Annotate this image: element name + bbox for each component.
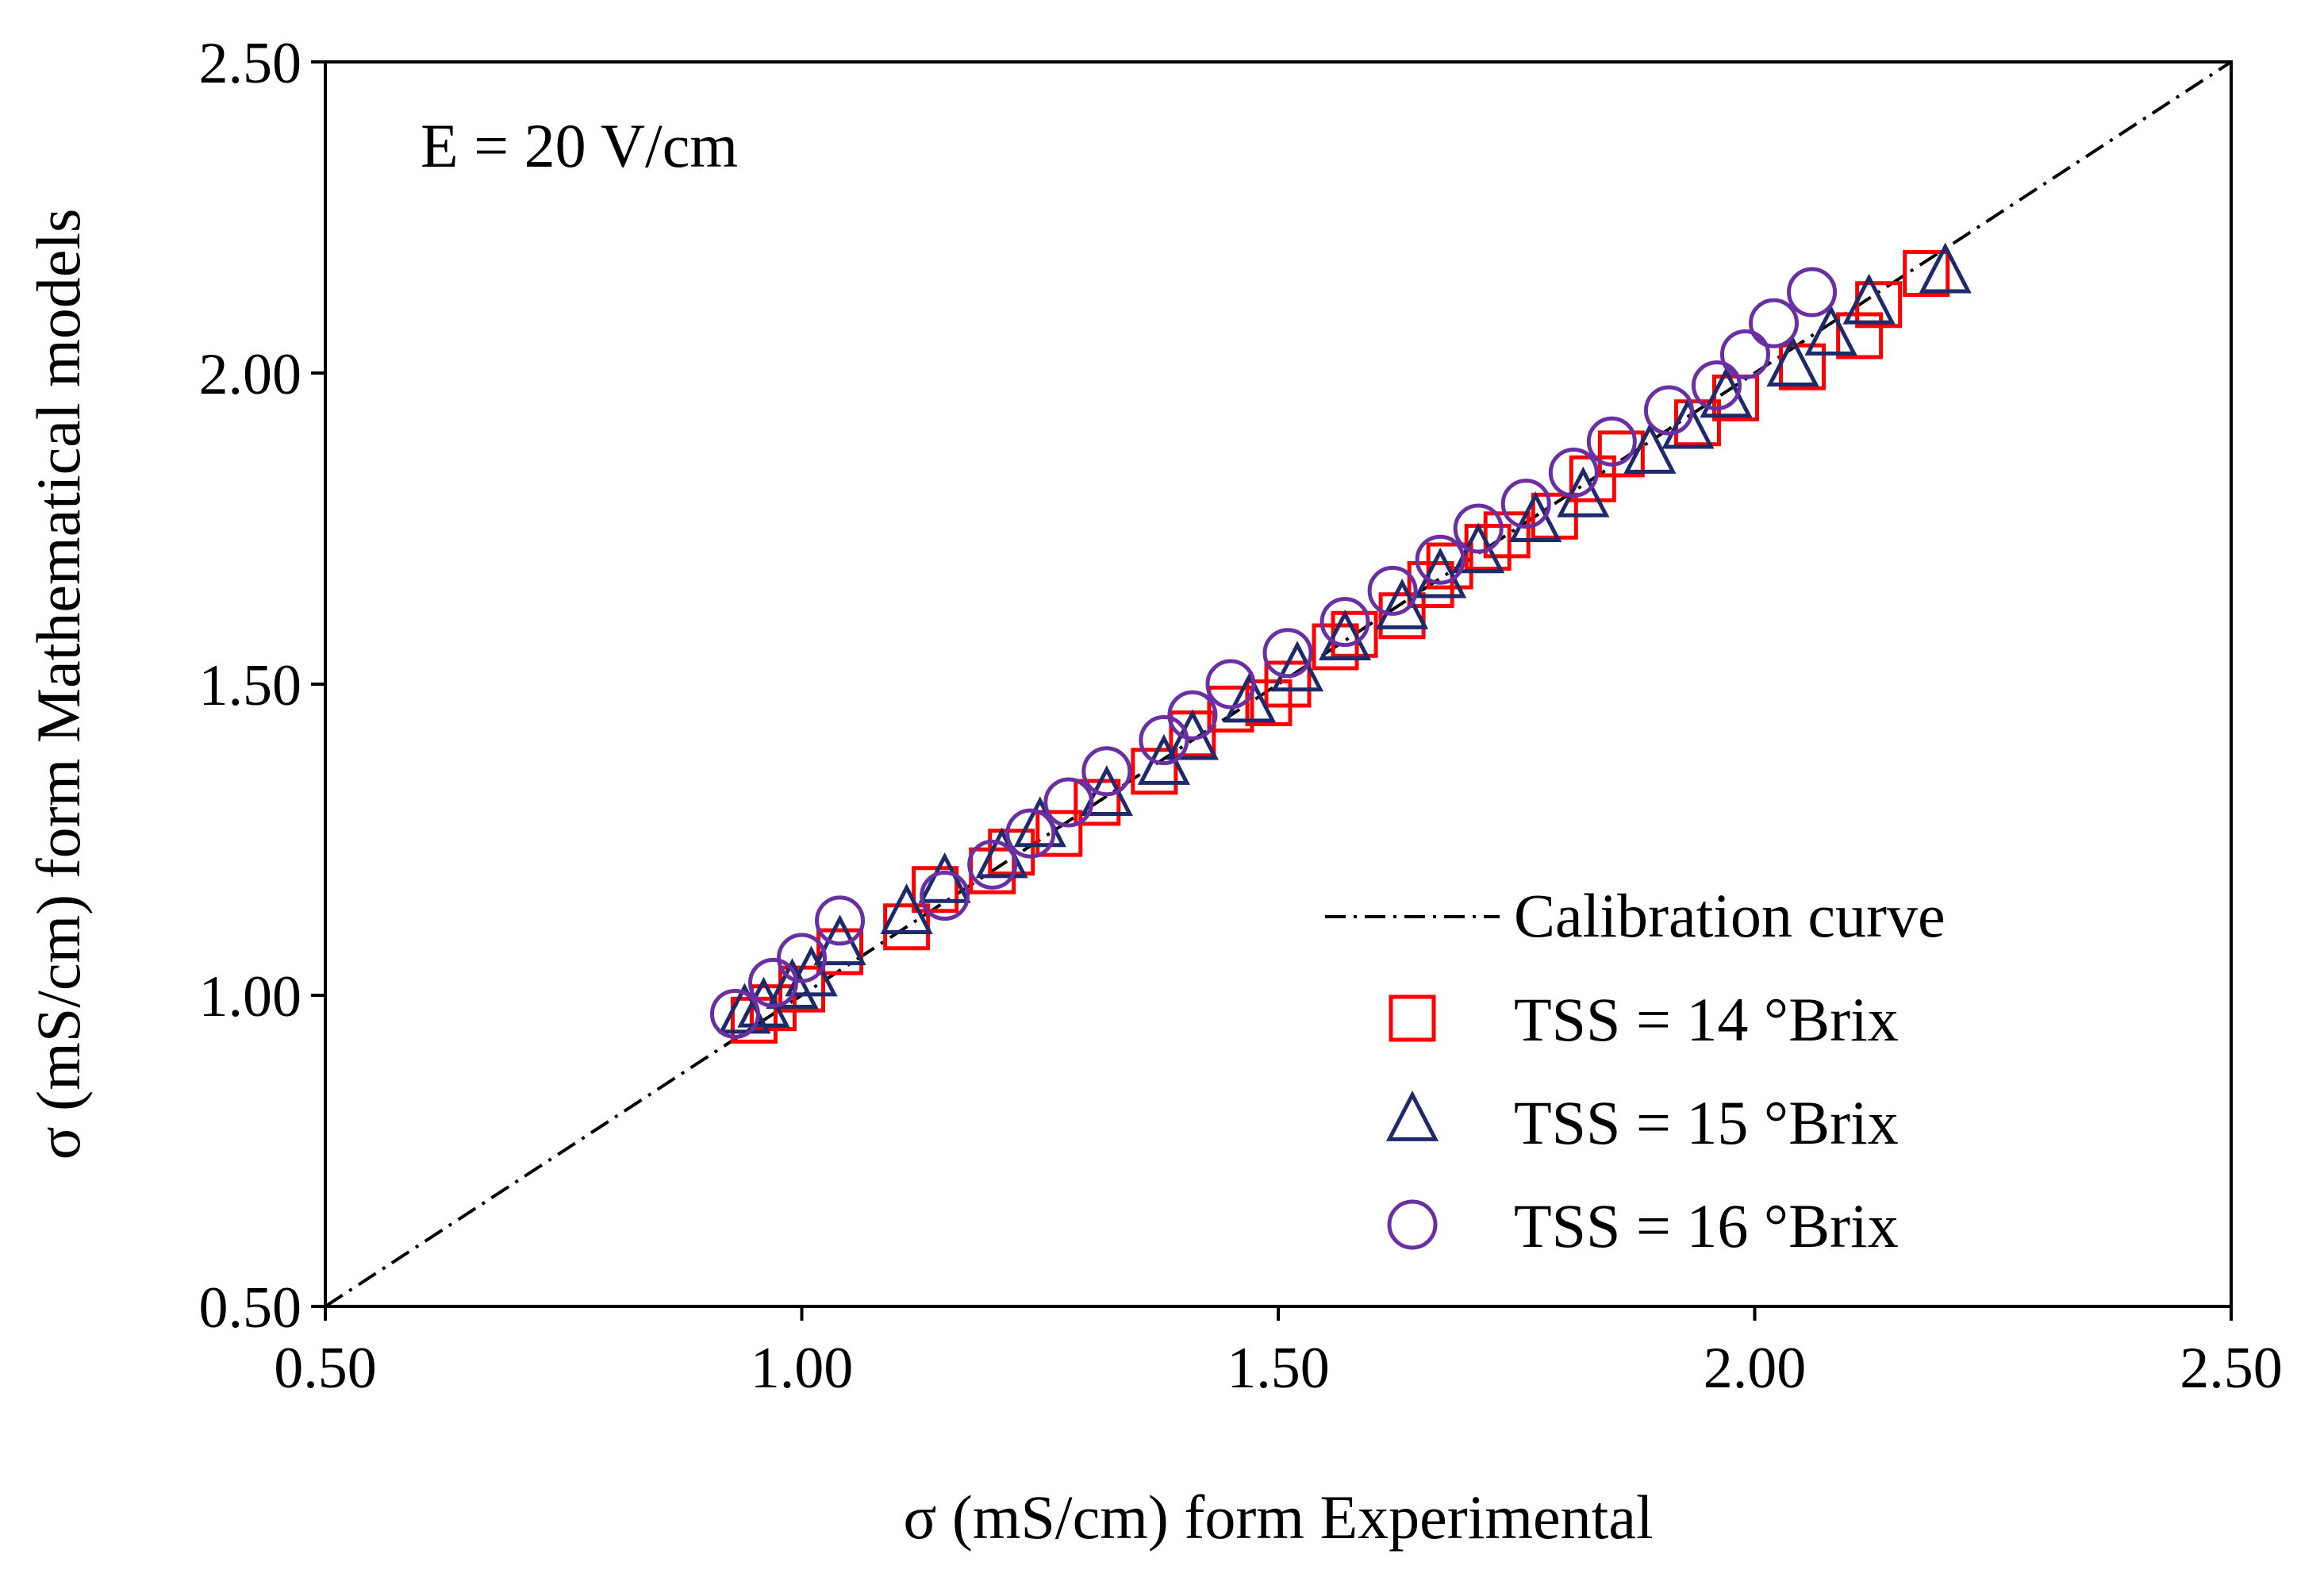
data-point-square [1245, 679, 1293, 727]
legend-series-label: TSS = 15 °Brix [1514, 1088, 1899, 1157]
data-point-triangle [1376, 578, 1429, 629]
data-point-circle [1139, 715, 1189, 766]
data-point-square [1312, 623, 1359, 671]
legend: Calibration curve TSS = 14 °Brix TSS = 15… [1325, 881, 1946, 1260]
legend-circle-symbol [1387, 1199, 1438, 1250]
data-point-triangle [918, 852, 971, 903]
data-point-circle [747, 957, 798, 1008]
data-point-circle [1586, 416, 1637, 467]
data-point-square [912, 866, 959, 914]
data-point-triangle [737, 976, 790, 1028]
data-point-triangle [1414, 547, 1467, 598]
x-tick-label: 1.00 [751, 1336, 854, 1401]
data-point-circle [1081, 746, 1132, 797]
data-point-circle [920, 871, 970, 921]
legend-square-symbol [1389, 994, 1436, 1042]
data-point-triangle [1509, 491, 1562, 543]
data-point-square [1074, 779, 1121, 826]
data-point-circle [1167, 690, 1218, 740]
x-axis-title: σ (mS/cm) form Experimental [903, 1483, 1653, 1552]
y-tick-label: 2.50 [199, 31, 302, 96]
x-tick-label: 2.00 [1704, 1336, 1807, 1401]
data-point-square [1836, 312, 1884, 360]
data-point-circle [1749, 298, 1800, 348]
x-axis: 0.50 1.00 1.50 2.00 2.50 [274, 1306, 2283, 1401]
data-point-circle [967, 839, 1018, 890]
data-point-circle [1415, 534, 1465, 585]
y-axis-title: σ (mS/cm) form Mathematical models [24, 209, 93, 1160]
data-point-triangle [785, 945, 838, 997]
data-point-square [1131, 748, 1178, 795]
data-point-square [1035, 810, 1083, 857]
y-tick-label: 1.50 [199, 653, 302, 718]
data-point-circle [1043, 777, 1094, 828]
data-point-triangle [1919, 242, 1972, 294]
data-point-square [1903, 250, 1950, 298]
legend-calibration-label: Calibration curve [1514, 881, 1946, 950]
data-point-square [1378, 592, 1426, 640]
legend-triangle-symbol [1385, 1090, 1439, 1141]
data-point-circle [1319, 597, 1370, 648]
data-point-triangle [1842, 273, 1896, 325]
data-point-triangle [1661, 398, 1715, 449]
y-axis: 0.50 1.00 1.50 2.00 2.50 [199, 31, 325, 1341]
field-strength-annotation: E = 20 V/cm [421, 111, 738, 180]
data-point-circle [815, 895, 866, 946]
data-point-triangle [1766, 336, 1819, 387]
data-point-circle [1691, 360, 1742, 411]
legend-series-label: TSS = 16 °Brix [1514, 1191, 1899, 1260]
data-point-square [1207, 685, 1254, 733]
data-point-square [1597, 430, 1645, 478]
x-tick-label: 1.50 [1227, 1336, 1330, 1401]
data-point-triangle [766, 958, 819, 1010]
data-point-circle [1005, 808, 1056, 859]
data-point-circle [1367, 565, 1418, 616]
data-point-circle [1787, 267, 1838, 317]
data-point-triangle [1318, 610, 1372, 661]
data-point-circle [777, 933, 827, 983]
data-markers [709, 242, 1972, 1044]
data-point-square [1407, 561, 1454, 609]
data-point-square [816, 928, 864, 975]
data-point-triangle [1804, 304, 1857, 356]
x-tick-label: 0.50 [274, 1336, 377, 1401]
data-point-circle [1548, 447, 1599, 498]
y-tick-label: 1.00 [199, 964, 302, 1029]
data-point-circle [1262, 628, 1313, 679]
y-tick-label: 2.00 [199, 342, 302, 407]
x-tick-label: 2.50 [2180, 1336, 2283, 1401]
data-point-triangle [1270, 640, 1324, 692]
legend-series-label: TSS = 14 °Brix [1514, 985, 1899, 1054]
data-point-square [1426, 542, 1473, 590]
data-point-triangle [1623, 422, 1677, 474]
data-point-circle [1719, 329, 1770, 379]
data-point-triangle [880, 883, 933, 934]
data-point-circle [709, 989, 760, 1040]
data-point-circle [1453, 503, 1504, 554]
data-point-circle [1500, 479, 1551, 529]
data-point-triangle [1223, 671, 1277, 723]
data-point-circle [1643, 385, 1694, 436]
data-point-circle [1205, 659, 1256, 710]
data-point-triangle [1557, 466, 1610, 517]
y-tick-label: 0.50 [199, 1275, 302, 1341]
